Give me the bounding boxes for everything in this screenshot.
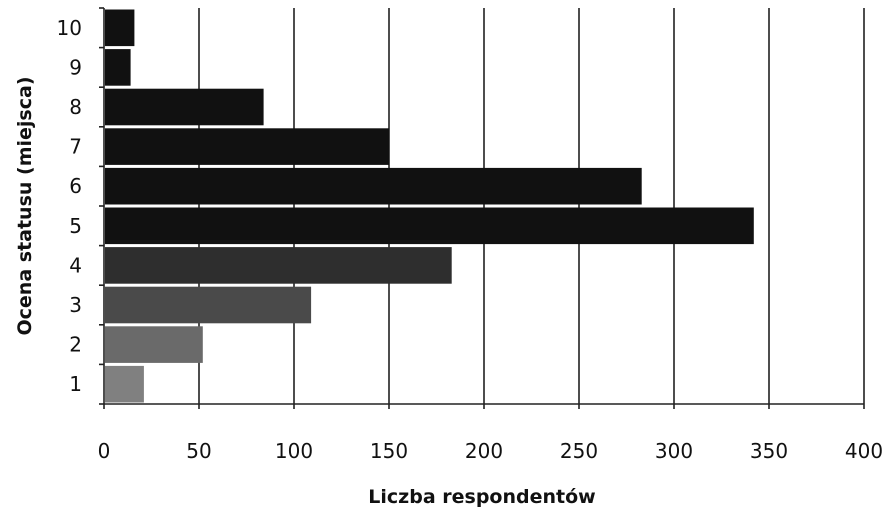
x-tick-label-50: 50 [186, 439, 211, 463]
x-tick-label-300: 300 [655, 439, 693, 463]
bar-4 [105, 247, 452, 284]
y-tick-label-5: 5 [69, 214, 82, 238]
y-tick-label-4: 4 [69, 253, 82, 277]
x-tick-label-250: 250 [560, 439, 598, 463]
y-tick-label-7: 7 [69, 135, 82, 159]
y-tick-label-8: 8 [69, 95, 82, 119]
x-tick-labels: 0 50 100 150 200 250 300 350 400 [98, 439, 883, 463]
y-tick-label-9: 9 [69, 55, 82, 79]
y-tick-label-10: 10 [57, 16, 82, 40]
x-tick-label-100: 100 [275, 439, 313, 463]
x-tick-label-150: 150 [370, 439, 408, 463]
y-tick-label-6: 6 [69, 174, 82, 198]
axes [99, 7, 865, 409]
y-axis-title: Ocena statusu (miejsca) [14, 76, 36, 335]
y-tick-label-1: 1 [69, 372, 82, 396]
x-axis-title: Liczba respondentów [368, 486, 595, 508]
bar-8 [105, 88, 264, 126]
bar-3 [105, 286, 312, 324]
x-tick-label-350: 350 [750, 439, 788, 463]
x-tick-label-200: 200 [465, 439, 503, 463]
bars [105, 9, 754, 403]
x-tick-label-400: 400 [845, 439, 883, 463]
y-tick-labels: 1 2 3 4 5 6 7 8 9 10 [57, 16, 82, 396]
grid-lines [198, 8, 865, 404]
y-tick-label-2: 2 [69, 333, 82, 357]
bar-5 [105, 207, 754, 245]
bar-1 [105, 365, 144, 403]
bar-7 [105, 128, 389, 165]
bar-10 [105, 9, 135, 47]
bar-9 [105, 49, 131, 86]
bar-2 [105, 326, 203, 363]
y-tick-label-3: 3 [69, 293, 82, 317]
x-tick-label-0: 0 [98, 439, 111, 463]
bar-6 [105, 167, 642, 205]
